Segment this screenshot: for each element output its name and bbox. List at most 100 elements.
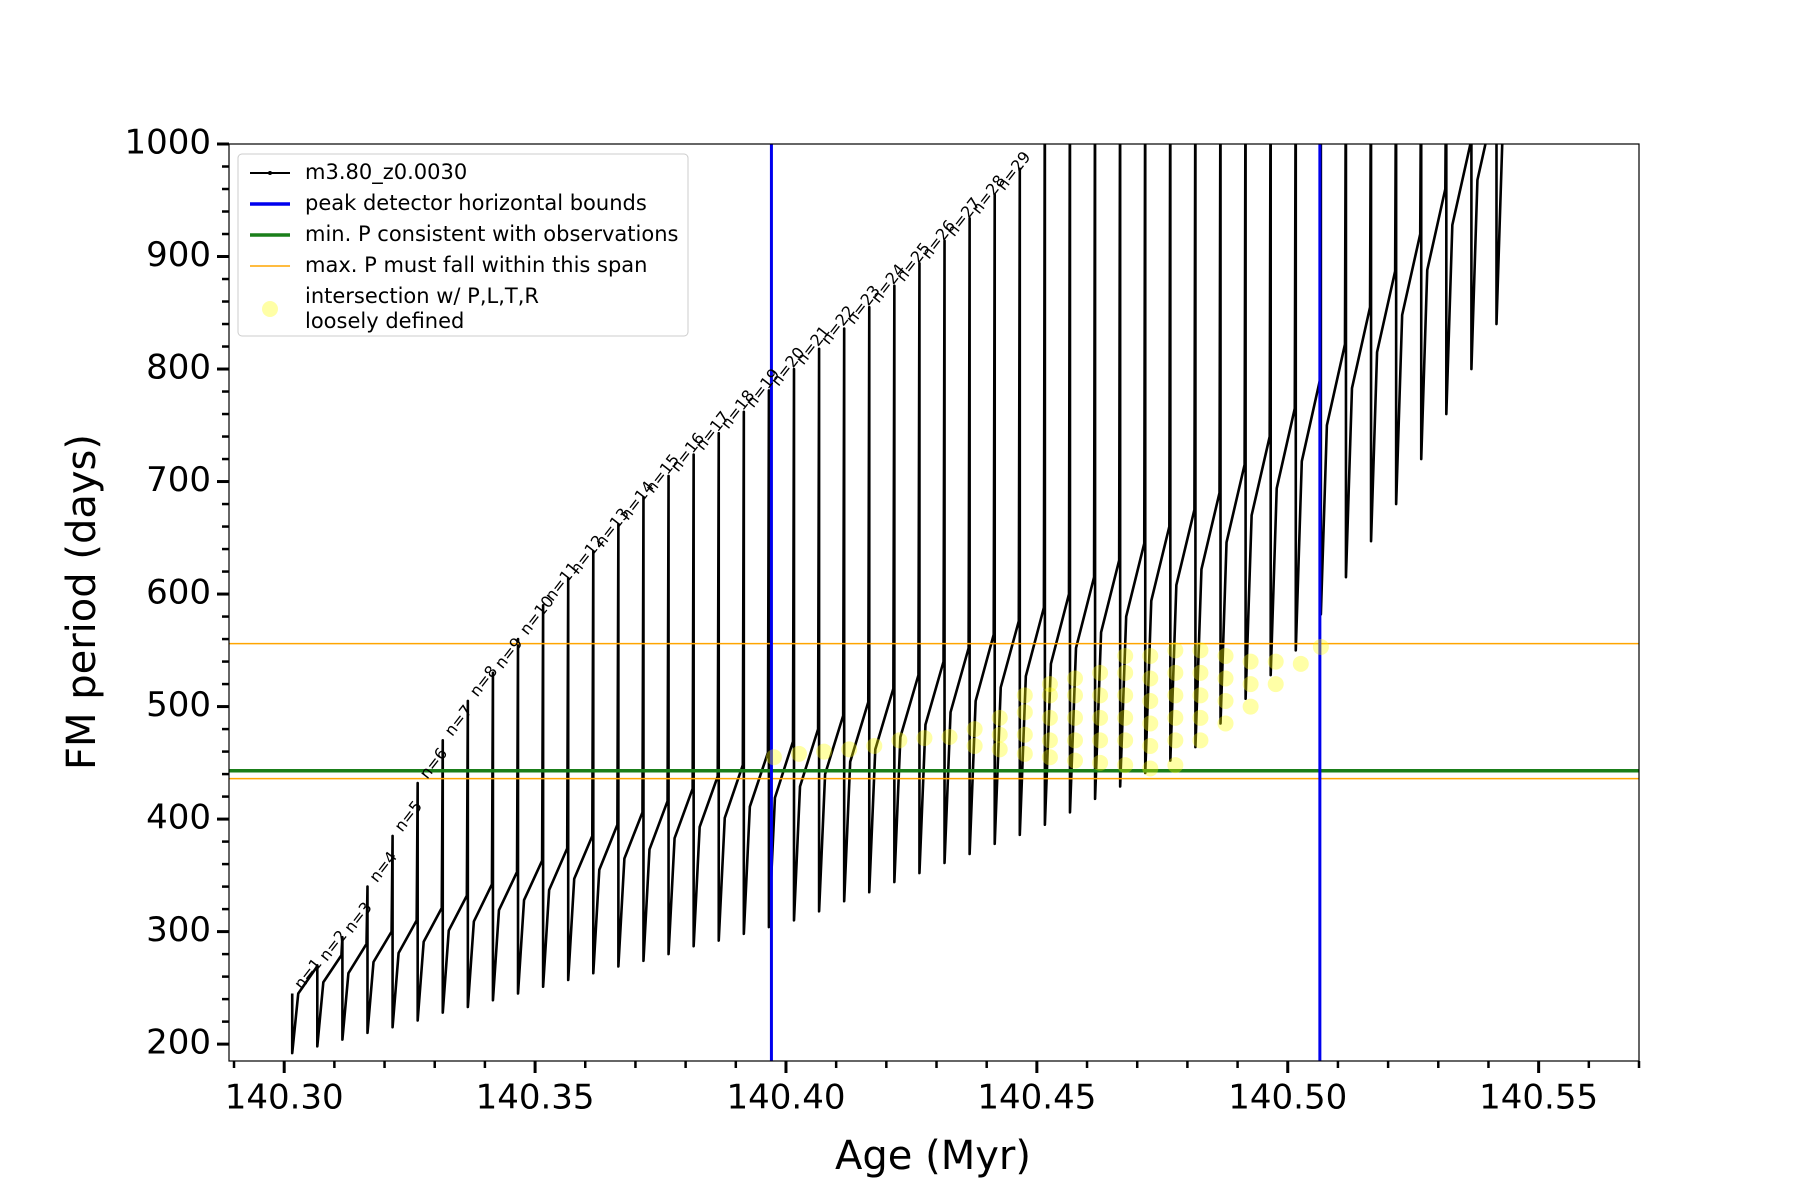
- intersection-point: [966, 721, 983, 738]
- intersection-point: [1167, 664, 1184, 681]
- intersection-point: [1142, 670, 1159, 687]
- intersection-point: [1041, 676, 1058, 693]
- intersection-point: [1217, 647, 1234, 664]
- intersection-point: [1267, 676, 1284, 693]
- x-axis-label: Age (Myr): [835, 1133, 1031, 1179]
- intersection-point: [791, 745, 808, 762]
- legend-label: max. P must fall within this span: [305, 253, 647, 277]
- intersection-point: [1312, 638, 1329, 655]
- intersection-point: [1016, 726, 1033, 743]
- x-tick-label: 140.45: [977, 1078, 1096, 1118]
- intersection-point: [1167, 687, 1184, 704]
- y-tick-label: 600: [146, 573, 211, 613]
- intersection-point: [1067, 709, 1083, 726]
- intersection-point: [916, 730, 933, 747]
- intersection-point: [1217, 670, 1234, 687]
- intersection-point: [1067, 687, 1083, 704]
- axes: 140.30 140.35 140.40 140.45 140.50 140.55 200 3…: [124, 123, 1641, 1118]
- intersection-point: [1117, 647, 1134, 664]
- intersection-point: [1192, 687, 1209, 704]
- intersection-point: [1192, 732, 1209, 749]
- intersection-point: [1192, 642, 1209, 659]
- intersection-point: [991, 726, 1008, 743]
- legend-label: peak detector horizontal bounds: [305, 191, 647, 215]
- plot-area: [229, 144, 1639, 1061]
- y-tick-label: 800: [146, 348, 211, 388]
- intersection-point: [1067, 732, 1083, 749]
- intersection-point: [1167, 757, 1184, 774]
- intersection-point: [1041, 749, 1058, 766]
- intersection-point: [1242, 698, 1259, 715]
- y-axis-label: FM period (days): [59, 434, 105, 770]
- intersection-point: [1142, 737, 1159, 754]
- intersection-point: [1192, 664, 1209, 681]
- intersection-point: [1192, 709, 1209, 726]
- intersection-point: [966, 737, 983, 754]
- x-tick-label: 140.30: [225, 1078, 344, 1118]
- legend-label: min. P consistent with observations: [305, 222, 678, 246]
- x-tick-label: 140.55: [1479, 1078, 1598, 1118]
- intersection-point: [1117, 732, 1134, 749]
- data-line: [290, 144, 1504, 1055]
- intersection-point: [1092, 732, 1109, 749]
- intersection-point: [1242, 676, 1259, 693]
- legend-swatch: [262, 301, 278, 317]
- y-tick-label: 400: [146, 798, 211, 838]
- legend-label: m3.80_z0.0030: [305, 160, 467, 185]
- x-tick-label: 140.35: [476, 1078, 595, 1118]
- intersection-point: [1242, 653, 1259, 670]
- intersection-point: [1117, 664, 1134, 681]
- legend-swatch-marker: [268, 171, 272, 175]
- intersection-point: [1167, 642, 1184, 659]
- legend-label-line: loosely defined: [305, 309, 464, 333]
- intersection-point: [1142, 647, 1159, 664]
- intersection-point: [941, 728, 958, 745]
- legend-box: [237, 153, 689, 337]
- intersection-point: [1217, 715, 1234, 732]
- intersection-point: [816, 743, 833, 760]
- intersection-point: [1041, 687, 1058, 704]
- intersection-point: [1117, 709, 1134, 726]
- intersection-point: [1117, 757, 1134, 774]
- intersection-point: [1092, 664, 1109, 681]
- y-tick-label: 1000: [124, 123, 211, 163]
- intersection-point: [1142, 692, 1159, 709]
- x-tick-label: 140.50: [1228, 1078, 1347, 1118]
- intersection-point: [1117, 687, 1134, 704]
- y-tick-label: 900: [146, 235, 211, 275]
- intersection-point: [1267, 653, 1284, 670]
- legend-label: intersection w/ P,L,T,R loosely defined: [305, 284, 539, 333]
- plot-frame: [228, 143, 1640, 1062]
- intersection-point: [1016, 687, 1033, 704]
- intersection-point: [765, 749, 782, 766]
- intersection-point: [1067, 752, 1083, 769]
- intersection-point: [1292, 655, 1309, 672]
- intersection-point: [1016, 704, 1033, 721]
- x-tick-label: 140.40: [726, 1078, 845, 1118]
- intersection-point: [1167, 732, 1184, 749]
- intersection-point: [991, 741, 1008, 758]
- intersection-point: [991, 709, 1008, 726]
- intersection-point: [891, 732, 908, 749]
- intersection-point: [1041, 732, 1058, 749]
- intersection-point: [1041, 709, 1058, 726]
- intersection-point: [1217, 692, 1234, 709]
- intersection-point: [1092, 709, 1109, 726]
- legend-label-line: intersection w/ P,L,T,R: [305, 284, 539, 308]
- intersection-point: [1092, 687, 1109, 704]
- intersection-point: [1142, 715, 1159, 732]
- intersection-point: [1067, 670, 1083, 687]
- y-tick-label: 700: [146, 460, 211, 500]
- y-tick-label: 200: [146, 1023, 211, 1063]
- intersection-point: [866, 737, 883, 754]
- intersection-point: [1016, 745, 1033, 762]
- y-tick-label: 500: [146, 685, 211, 725]
- intersection-point: [1142, 760, 1159, 777]
- intersection-point: [1092, 754, 1109, 771]
- intersection-point: [1167, 709, 1184, 726]
- intersection-point: [841, 741, 858, 758]
- y-tick-label: 300: [146, 910, 211, 950]
